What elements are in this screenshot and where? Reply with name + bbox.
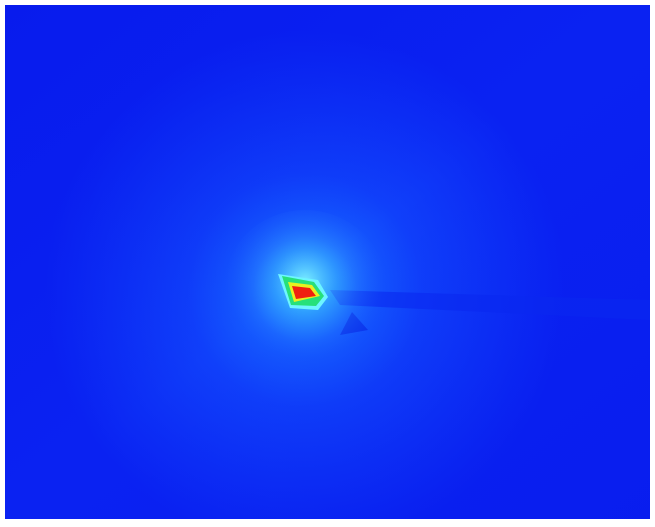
contour-red [292,286,316,299]
dark-streak [330,290,650,320]
